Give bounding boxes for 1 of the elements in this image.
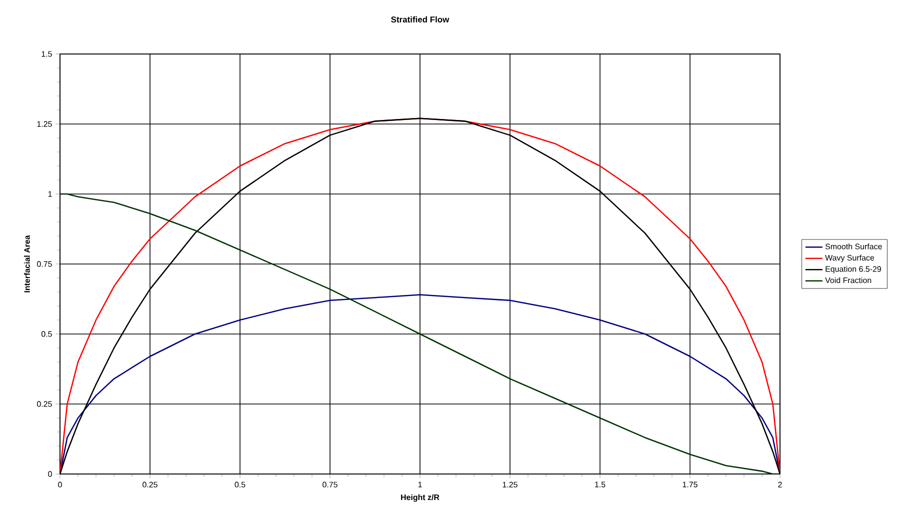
chart-title: Stratified Flow [391, 16, 450, 22]
